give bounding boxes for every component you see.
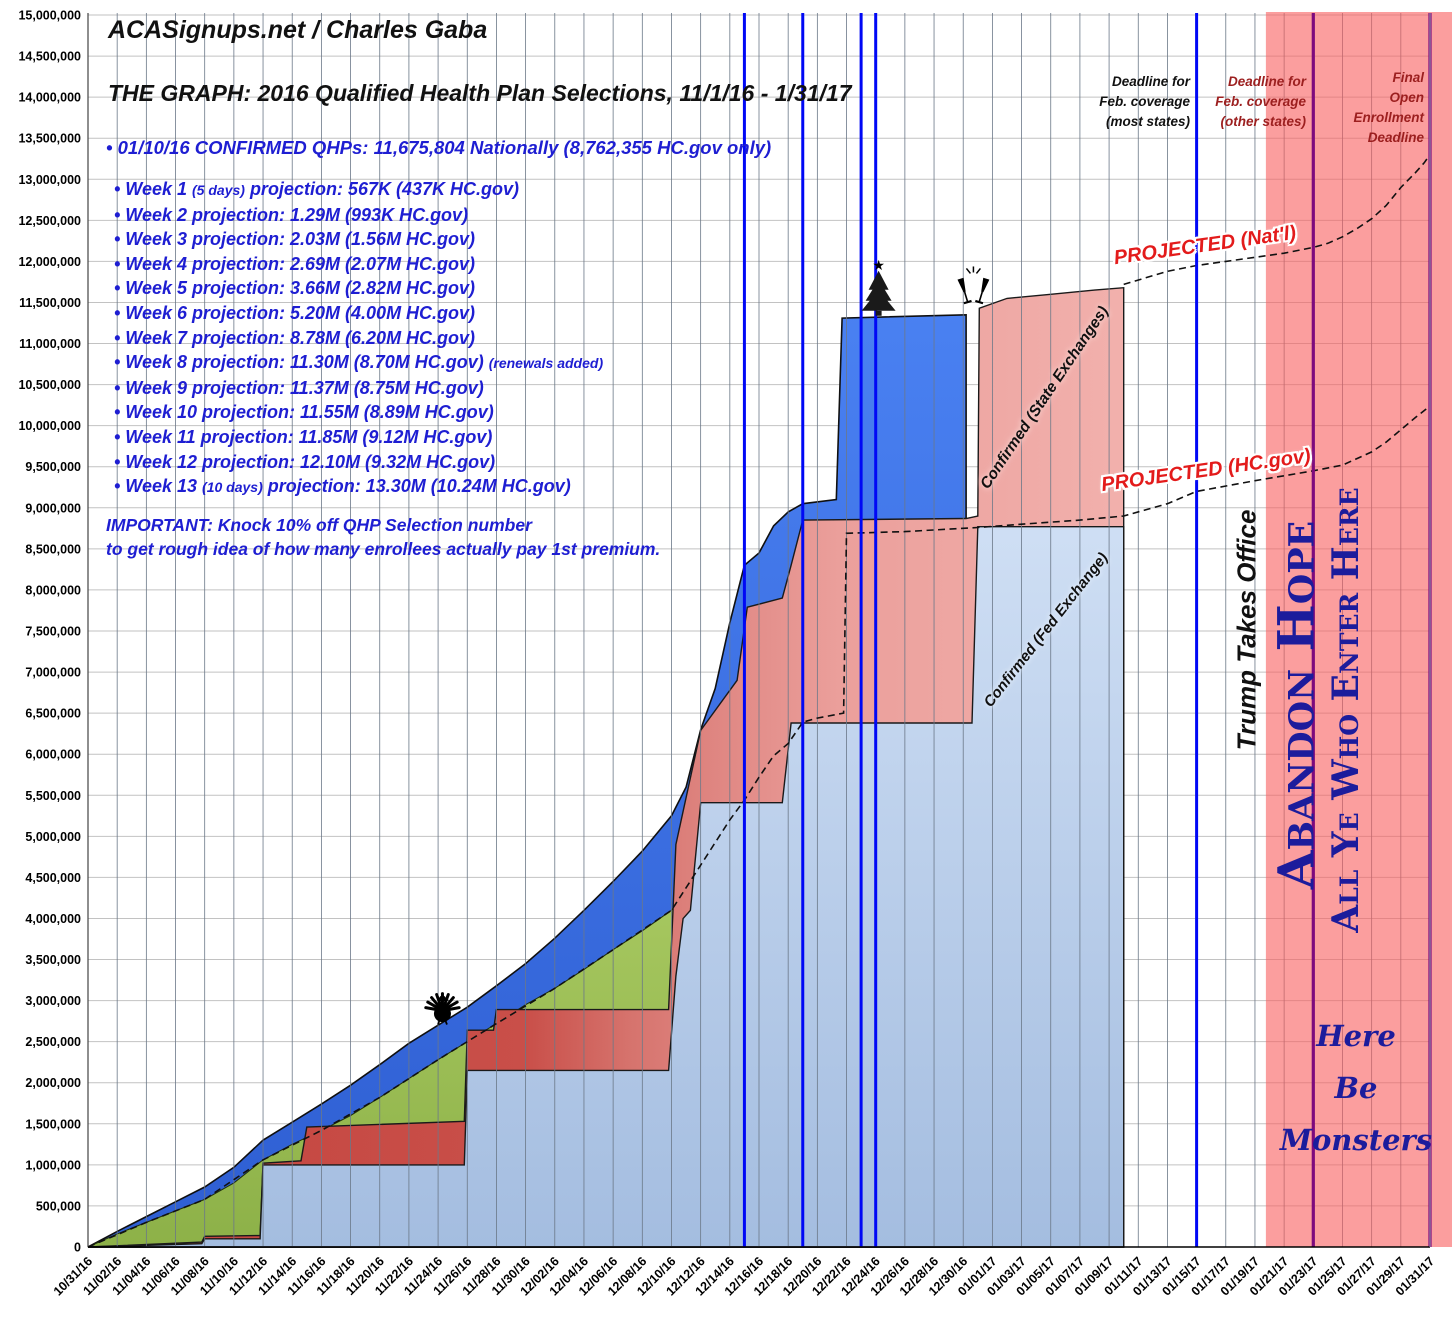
deadline-most-states-label: Deadline for Feb. coverage (most states) (1099, 72, 1190, 132)
y-axis-tick-label: 500,000 (36, 1199, 81, 1213)
here-be-monsters-label: Here Be Monsters (1280, 1010, 1432, 1166)
important-note-line1: IMPORTANT: Knock 10% off QHP Selection n… (106, 515, 532, 535)
trump-takes-office-label: Trump Takes Office (1231, 509, 1262, 751)
icon-part (975, 299, 984, 305)
icon-part (861, 289, 896, 311)
week-projection-note: • Week 10 projection: 11.55M (8.89M HC.g… (114, 402, 494, 423)
y-axis-tick-label: 12,500,000 (18, 214, 81, 228)
week-projection-note: • Week 6 projection: 5.20M (4.00M HC.gov… (114, 302, 476, 323)
icon-part: ★ (872, 257, 885, 273)
icon-part (963, 299, 972, 305)
week-projection-note: • Week 13 (10 days) projection: 13.30M (… (114, 476, 571, 497)
y-axis-tick-label: 3,500,000 (25, 953, 81, 967)
y-axis-tick-label: 8,500,000 (25, 542, 81, 556)
final-deadline-line4: Deadline (1367, 130, 1424, 145)
y-axis-tick-label: 0 (74, 1241, 81, 1255)
champagne-flute (975, 277, 990, 305)
final-deadline-line2: Open (1389, 90, 1424, 105)
y-axis-tick-label: 13,000,000 (18, 173, 81, 187)
icon-part (981, 277, 990, 293)
abandon-hope-label: Abandon Hope (1266, 520, 1326, 890)
y-axis-tick-label: 14,500,000 (18, 50, 81, 64)
icon-part (444, 998, 450, 1002)
deadline-other-line3: (other states) (1220, 114, 1306, 129)
y-axis-tick-label: 11,000,000 (19, 337, 81, 351)
y-axis-tick-label: 5,500,000 (25, 789, 81, 803)
monsters-line1: Here (1316, 1019, 1396, 1053)
icon-part (433, 1005, 451, 1023)
y-axis-tick-label: 6,500,000 (25, 707, 81, 721)
projected-hcgov-line (87, 405, 1431, 1248)
chart-title: THE GRAPH: 2016 Qualified Health Plan Se… (108, 80, 852, 106)
y-axis-tick-label: 3,000,000 (25, 994, 81, 1008)
y-axis-tick-label: 6,000,000 (25, 748, 81, 762)
champagne-glasses-icon (957, 266, 990, 305)
y-axis-tick-label: 7,000,000 (25, 666, 81, 680)
y-axis-tick-label: 5,000,000 (25, 830, 81, 844)
icon-part (965, 267, 972, 274)
y-axis-tick-label: 8,000,000 (25, 583, 81, 597)
week-projection-note: • Week 2 projection: 1.29M (993K HC.gov) (114, 204, 469, 225)
icon-part (975, 267, 982, 274)
site-brand: ACASignups.net / Charles Gaba (108, 16, 488, 44)
y-axis-tick-label: 10,000,000 (18, 419, 81, 433)
y-axis-tick-label: 14,000,000 (18, 91, 81, 105)
y-axis-tick-label: 2,500,000 (25, 1035, 81, 1049)
final-deadline-label: Final Open Enrollment Deadline (1353, 68, 1424, 148)
turkey-icon (424, 992, 461, 1025)
y-axis-tick-label: 10,500,000 (18, 378, 81, 392)
y-axis-tick-label: 7,500,000 (25, 625, 81, 639)
week-projection-note: • Week 11 projection: 11.85M (9.12M HC.g… (114, 426, 493, 447)
week-projection-note: • Week 1 (5 days) projection: 567K (437K… (114, 179, 519, 199)
y-axis-tick-label: 1,000,000 (25, 1158, 81, 1172)
week-projection-note: • Week 3 projection: 2.03M (1.56M HC.gov… (114, 229, 476, 250)
deadline-most-line1: Deadline for (1111, 74, 1190, 89)
y-axis-tick-label: 9,500,000 (25, 460, 81, 474)
week-projection-note: • Week 5 projection: 3.66M (2.82M HC.gov… (114, 278, 476, 299)
danger-zone (1265, 12, 1452, 1247)
y-axis-tick-label: 1,500,000 (25, 1117, 81, 1131)
y-axis-tick-label: 9,000,000 (25, 501, 81, 515)
icon-part (439, 995, 446, 1002)
week-projection-note: • Week 4 projection: 2.69M (2.07M HC.gov… (114, 253, 476, 274)
week-projection-note: • Week 8 projection: 11.30M (8.70M HC.go… (114, 352, 604, 373)
icon-part (875, 310, 882, 316)
icon-part (963, 291, 969, 302)
y-axis-tick-label: 13,500,000 (18, 132, 81, 146)
projected-natl-line (1123, 154, 1431, 286)
icon-part (978, 291, 983, 302)
y-axis-tick-label: 15,000,000 (18, 9, 81, 23)
all-ye-label: All Ye Who Enter Here (1325, 487, 1367, 933)
y-axis-tick-label: 2,000,000 (25, 1076, 81, 1090)
weekly-projection-notes: • Week 1 (5 days) projection: 567K (437K… (114, 177, 603, 500)
week-projection-note: • Week 7 projection: 8.78M (6.20M HC.gov… (114, 327, 476, 348)
icon-part (444, 1020, 448, 1025)
champagne-flute (957, 277, 972, 305)
christmas-tree-icon: ★ (861, 257, 896, 316)
deadline-other-states-label: Deadline for Feb. coverage (other states… (1215, 72, 1306, 132)
y-axis-tick-label: 11,500,000 (19, 296, 81, 310)
week-projection-note: • Week 9 projection: 11.37M (8.75M HC.go… (114, 377, 484, 398)
y-axis-tick-label: 4,500,000 (25, 871, 81, 885)
important-note-line2: to get rough idea of how many enrollees … (106, 538, 661, 559)
final-deadline-line3: Enrollment (1353, 110, 1424, 125)
y-axis-tick-label: 4,000,000 (25, 912, 81, 926)
deadline-most-line2: Feb. coverage (1099, 94, 1190, 109)
y-axis-tick-label: 12,000,000 (18, 255, 81, 269)
week-projection-note: • Week 12 projection: 12.10M (9.32M HC.g… (114, 451, 496, 472)
monsters-line2: Be (1334, 1071, 1378, 1105)
deadline-most-line3: (most states) (1105, 114, 1190, 129)
icon-part (437, 1020, 441, 1025)
confirmed-total-note: • 01/10/16 CONFIRMED QHPs: 11,675,804 Na… (106, 137, 772, 158)
final-deadline-line1: Final (1392, 70, 1424, 85)
deadline-other-line1: Deadline for (1227, 74, 1306, 89)
deadline-other-line2: Feb. coverage (1215, 94, 1306, 109)
monsters-line3: Monsters (1279, 1123, 1433, 1157)
icon-part (957, 277, 966, 293)
important-note: IMPORTANT: Knock 10% off QHP Selection n… (106, 514, 660, 561)
